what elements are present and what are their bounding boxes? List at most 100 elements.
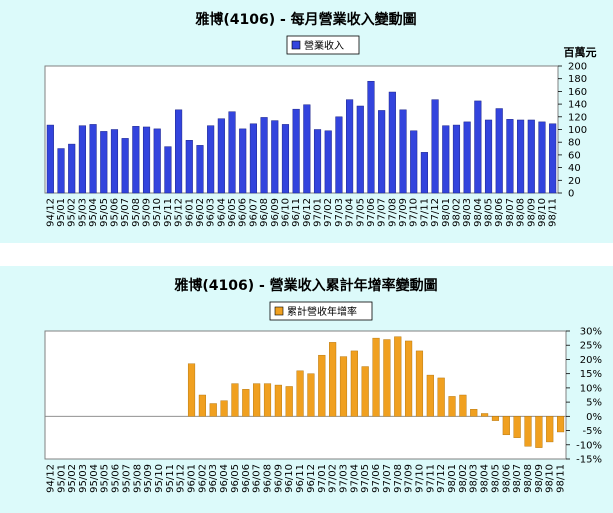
plot-area	[44, 65, 559, 194]
bar	[524, 416, 532, 447]
y-tick-label: 140	[568, 100, 587, 111]
bar	[367, 80, 375, 194]
x-tick-label: 97/03	[338, 464, 349, 493]
bar	[78, 125, 86, 194]
bar	[318, 354, 326, 417]
chart-title: 雅博(4106) - 營業收入累計年增率變動圖	[174, 277, 437, 294]
x-tick-label: 98/07	[512, 464, 523, 493]
x-tick-label: 98/09	[534, 464, 545, 493]
bar	[463, 121, 471, 194]
y-tick-label: 80	[568, 138, 581, 149]
x-tick-label: 97/07	[377, 198, 388, 227]
bar	[324, 130, 332, 194]
bar	[57, 148, 65, 194]
x-tick-label: 96/02	[197, 464, 208, 493]
x-tick-label: 95/06	[109, 198, 120, 227]
bar	[383, 339, 391, 417]
bar	[68, 143, 76, 194]
x-tick-label: 98/02	[451, 198, 462, 227]
bar	[253, 383, 261, 417]
x-tick-label: 96/04	[219, 464, 230, 493]
x-tick-label: 97/02	[328, 464, 339, 493]
bar	[132, 126, 140, 194]
x-tick-label: 96/05	[227, 198, 238, 227]
x-tick-label: 98/02	[458, 464, 469, 493]
x-tick-label: 98/04	[480, 464, 491, 493]
x-tick-label: 97/11	[425, 464, 436, 493]
bar	[110, 129, 119, 194]
x-tick-label: 97/04	[345, 198, 356, 227]
x-tick-label: 97/05	[360, 464, 371, 493]
x-tick-label: 96/01	[187, 464, 198, 493]
x-tick-label: 95/04	[88, 198, 99, 227]
bar	[153, 128, 161, 194]
bar	[142, 126, 151, 194]
y-tick-label: -15%	[576, 455, 602, 466]
x-tick-label: 97/10	[409, 198, 420, 227]
bar	[121, 138, 129, 194]
x-tick-label: 95/09	[142, 198, 153, 227]
x-tick-label: 94/12	[45, 198, 56, 227]
x-tick-label: 98/06	[501, 464, 512, 493]
bar	[394, 336, 402, 417]
y-tick-label: 60	[568, 150, 581, 161]
x-tick-label: 96/12	[302, 198, 313, 227]
bar	[372, 337, 380, 417]
x-tick-label: 95/09	[143, 464, 154, 493]
x-tick-label: 96/03	[206, 198, 217, 227]
x-tick-label: 97/10	[414, 464, 425, 493]
bar	[452, 124, 461, 194]
bar	[459, 394, 467, 417]
bar	[517, 119, 525, 194]
x-tick-label: 98/10	[545, 464, 556, 493]
x-tick-label: 95/01	[56, 198, 67, 227]
x-tick-label: 97/09	[398, 198, 409, 227]
x-tick-label: 95/02	[67, 198, 78, 227]
x-tick-label: 96/12	[306, 464, 317, 493]
bar	[313, 129, 322, 194]
x-tick-label: 97/05	[355, 198, 366, 227]
x-tick-label: 97/03	[334, 198, 345, 227]
bar	[538, 121, 546, 194]
bar	[361, 366, 369, 417]
bar	[495, 108, 503, 194]
x-tick-label: 95/07	[120, 198, 131, 227]
x-tick-label: 96/10	[280, 198, 291, 227]
x-tick-label: 96/03	[208, 464, 219, 493]
bar	[399, 109, 407, 194]
y-tick-label: 200	[568, 62, 587, 73]
x-tick-label: 95/03	[78, 464, 89, 493]
bar	[303, 104, 311, 194]
bar	[207, 125, 215, 194]
x-tick-label: 98/10	[537, 198, 548, 227]
y-tick-label: 15%	[580, 369, 602, 380]
bar	[187, 363, 196, 417]
bar	[484, 119, 493, 194]
x-tick-label: 97/08	[387, 198, 398, 227]
x-tick-label: 94/12	[45, 464, 56, 493]
bar	[405, 340, 413, 417]
x-tick-label: 97/04	[349, 464, 360, 493]
bar	[426, 374, 434, 417]
x-tick-label: 95/03	[77, 198, 88, 227]
x-tick-label: 95/01	[56, 464, 67, 493]
bar	[196, 145, 204, 194]
y-tick-label: 0%	[586, 412, 602, 423]
x-tick-label: 98/08	[523, 464, 534, 493]
x-tick-label: 97/08	[393, 464, 404, 493]
bar	[388, 91, 396, 194]
x-tick-label: 96/11	[295, 464, 306, 493]
bar	[271, 120, 279, 194]
x-tick-label: 95/04	[89, 464, 100, 493]
x-tick-label: 98/05	[484, 198, 495, 227]
bar	[185, 140, 193, 194]
bar	[228, 111, 236, 194]
x-tick-label: 95/05	[99, 198, 110, 227]
x-tick-label: 95/07	[121, 464, 132, 493]
bar	[263, 383, 272, 417]
bar	[209, 403, 217, 417]
x-tick-label: 97/01	[317, 464, 328, 493]
y-tick-label: 20	[568, 176, 581, 187]
x-tick-label: 98/08	[516, 198, 527, 227]
bar	[329, 342, 337, 417]
